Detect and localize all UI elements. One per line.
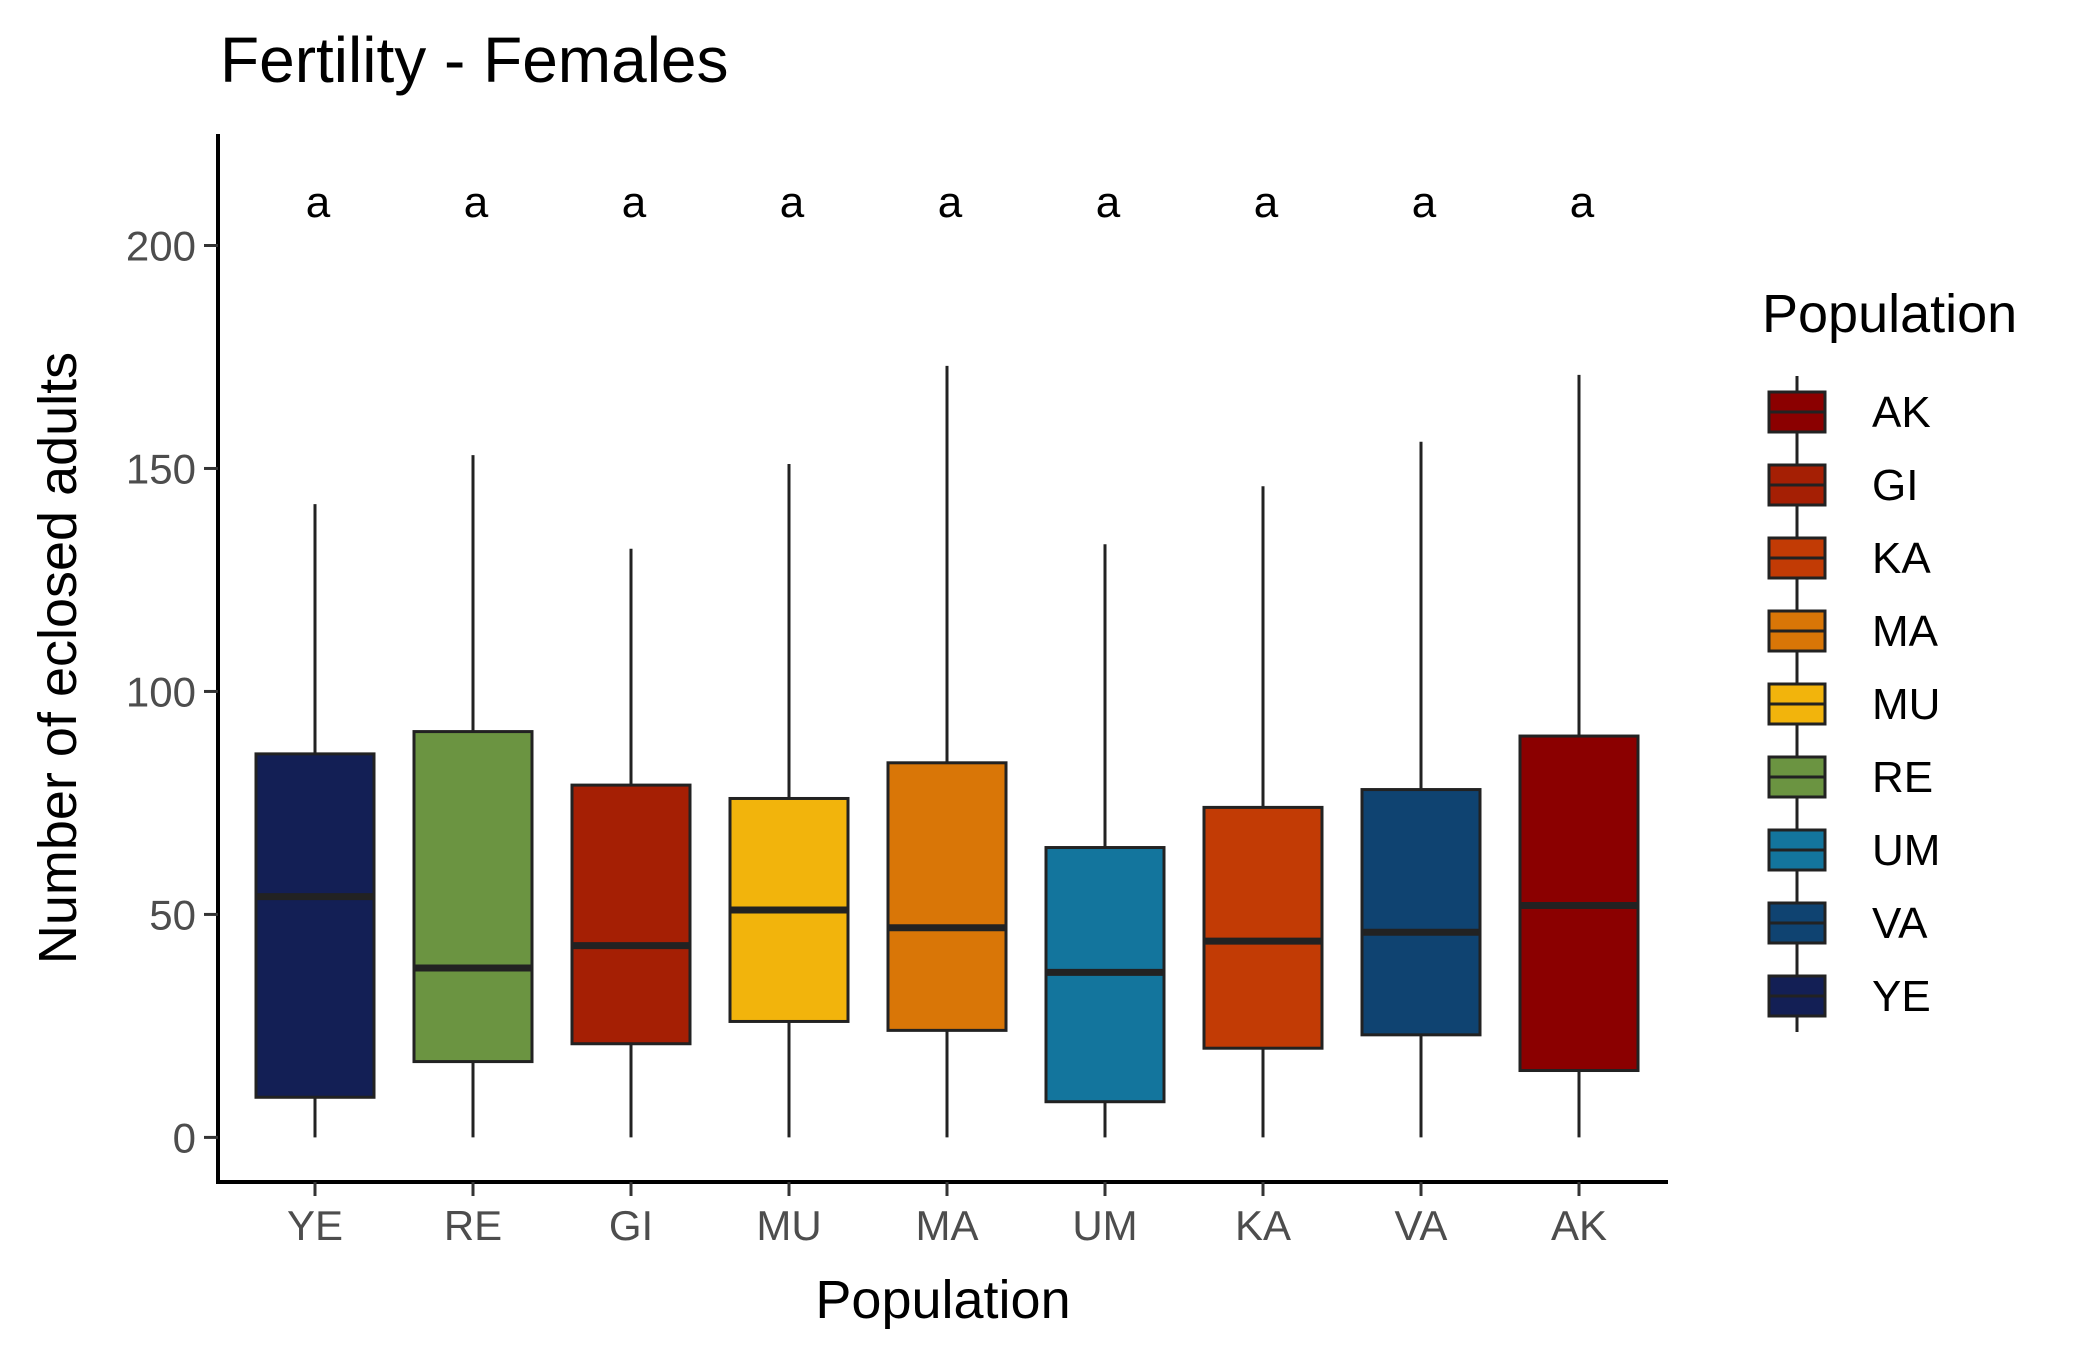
significance-letter: a: [780, 178, 805, 227]
box-ye: [254, 752, 376, 1099]
significance-letter: a: [1570, 178, 1595, 227]
legend-label: UM: [1872, 826, 1940, 875]
significance-letter: a: [1412, 178, 1437, 227]
significance-letter: a: [464, 178, 489, 227]
significance-letter: a: [938, 178, 963, 227]
legend-label: MU: [1872, 680, 1940, 729]
y-tick-label: 0: [173, 1114, 196, 1161]
x-tick-label: YE: [287, 1202, 343, 1249]
x-tick-label: VA: [1395, 1202, 1448, 1249]
x-tick-label: RE: [444, 1202, 502, 1249]
y-tick-label: 150: [126, 445, 196, 492]
legend-label: GI: [1872, 461, 1918, 510]
y-tick-label: 50: [149, 891, 196, 938]
significance-letter: a: [306, 178, 331, 227]
x-axis-label: Population: [815, 1270, 1070, 1330]
box-ka: [1202, 805, 1324, 1050]
box-ma: [886, 761, 1008, 1032]
box-re: [412, 730, 534, 1064]
significance-letter: a: [1096, 178, 1121, 227]
x-tick-label: KA: [1235, 1202, 1291, 1249]
legend-label: RE: [1872, 753, 1933, 802]
x-tick-label: GI: [609, 1202, 653, 1249]
y-tick-label: 100: [126, 668, 196, 715]
legend-label: MA: [1872, 607, 1939, 656]
x-tick-label: MA: [916, 1202, 979, 1249]
box-va: [1360, 788, 1482, 1037]
y-axis-label: Number of eclosed adults: [28, 352, 88, 964]
plot-area: 0 50 100 150 200 a a a a a a a a a YE RE GI MU MA UM KA VA AK: [126, 134, 1668, 1249]
box-gi: [570, 783, 692, 1046]
chart-title: Fertility - Females: [220, 24, 729, 96]
legend-label: VA: [1872, 899, 1928, 948]
legend-label: KA: [1872, 534, 1931, 583]
legend-label: AK: [1872, 388, 1931, 437]
x-tick-label: AK: [1551, 1202, 1607, 1249]
legend: Population AK GI KA MA MU RE UM VA YE: [1762, 284, 2017, 1032]
x-tick-label: MU: [756, 1202, 821, 1249]
legend-label: YE: [1872, 972, 1931, 1021]
significance-letter: a: [1254, 178, 1279, 227]
x-tick-label: UM: [1072, 1202, 1137, 1249]
significance-letter: a: [622, 178, 647, 227]
legend-title: Population: [1762, 284, 2017, 344]
y-tick-label: 200: [126, 222, 196, 269]
